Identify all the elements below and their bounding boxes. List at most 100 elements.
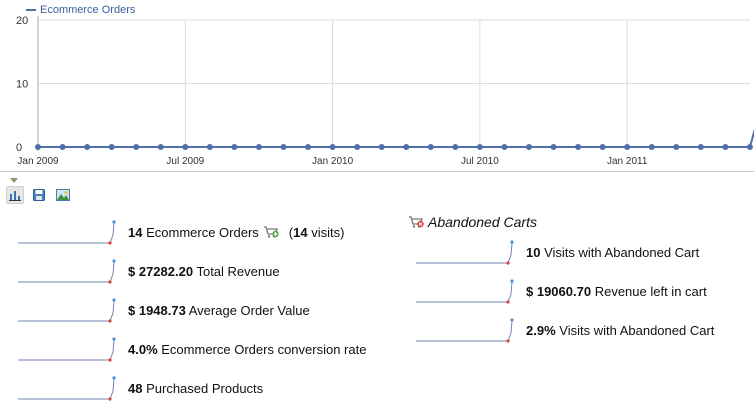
- sparkline-min-point: [108, 358, 112, 362]
- sparkline-path: [416, 242, 513, 264]
- data-point: [231, 144, 238, 150]
- x-tick-label: Jan 2010: [312, 156, 354, 167]
- sparkline[interactable]: [18, 258, 118, 284]
- metric-revenue-left-text: $ 19060.70 Revenue left in cart: [526, 284, 707, 299]
- data-point: [378, 144, 385, 150]
- chart-toolbar: [6, 186, 72, 204]
- data-point: [550, 144, 557, 150]
- metric-conversion-rate: 4.0% Ecommerce Orders conversion rate: [18, 336, 366, 362]
- metric-label: Purchased Products: [146, 380, 264, 396]
- sparkline-path: [18, 222, 115, 244]
- metric-value: $ 1948.73: [128, 302, 186, 318]
- sparkline-path: [416, 320, 513, 342]
- x-tick-label: Jan 2011: [607, 156, 648, 167]
- chart-plot: 0 10 20 Jan 2009 Jul 2009 Jan 2010 Jul 2010 Jan…: [0, 15, 754, 172]
- sparkline-min-point: [108, 397, 112, 401]
- metric-value: 2.9%: [526, 322, 556, 338]
- sparkline-max-point: [510, 279, 514, 283]
- metric-value: 4.0%: [128, 341, 158, 357]
- data-point: [108, 144, 115, 150]
- data-point: [624, 144, 631, 150]
- sparkline-max-point: [112, 376, 116, 380]
- abandoned-carts-heading: Abandoned Carts: [408, 214, 537, 230]
- data-point: [452, 144, 459, 150]
- x-tick-label: Jan 2009: [17, 156, 59, 167]
- sparkline[interactable]: [416, 317, 516, 343]
- metric-products-text: 48 Purchased Products: [128, 381, 263, 396]
- sparkline-max-point: [112, 220, 116, 224]
- data-point: [59, 144, 66, 150]
- chart-legend[interactable]: Ecommerce Orders: [26, 4, 135, 16]
- data-point: [354, 144, 361, 150]
- data-point: [206, 144, 213, 150]
- data-point: [255, 144, 262, 150]
- metric-revenue: $ 27282.20 Total Revenue: [18, 258, 280, 284]
- metric-label: Total Revenue: [196, 263, 280, 279]
- visits-value: 14: [293, 224, 308, 240]
- image-icon: [56, 189, 70, 201]
- chart-divider-arrow: [10, 178, 18, 183]
- evolution-chart: Ecommerce Orders 0 10 20 Jan 2009 Jul 2009 Ja…: [0, 0, 754, 172]
- metric-aov-text: $ 1948.73 Average Order Value: [128, 303, 310, 318]
- metric-abandoned-rate-text: 2.9% Visits with Abandoned Cart: [526, 323, 714, 338]
- sparkline-path: [18, 339, 115, 361]
- sparkline-path: [18, 378, 115, 400]
- metric-label: Revenue left in cart: [594, 283, 707, 299]
- legend-label: Ecommerce Orders: [40, 4, 136, 16]
- metric-abandoned-visits: 10 Visits with Abandoned Cart: [416, 239, 699, 265]
- sparkline-max-point: [112, 298, 116, 302]
- sparkline-max-point: [510, 240, 514, 244]
- data-point: [722, 144, 729, 150]
- sparkline-min-point: [108, 280, 112, 284]
- metric-label: Ecommerce Orders: [146, 224, 259, 240]
- data-point: [157, 144, 164, 150]
- metric-value: 14: [128, 224, 143, 240]
- bar-chart-button[interactable]: [6, 186, 24, 204]
- metric-label: Ecommerce Orders conversion rate: [161, 341, 367, 357]
- sparkline[interactable]: [18, 336, 118, 362]
- data-point: [526, 144, 532, 150]
- data-point: [648, 144, 655, 150]
- image-export-button[interactable]: [54, 186, 72, 204]
- data-point: [84, 144, 91, 150]
- sparkline-max-point: [112, 259, 116, 263]
- metric-value: 10: [526, 244, 541, 260]
- sparkline[interactable]: [18, 375, 118, 401]
- cart-add-icon: [263, 226, 279, 238]
- data-point: [697, 144, 704, 150]
- y-tick-label: 20: [16, 15, 28, 27]
- metric-label: Visits with Abandoned Cart: [559, 322, 715, 338]
- data-point: [280, 144, 287, 150]
- sparkline[interactable]: [18, 297, 118, 323]
- save-icon: [33, 189, 45, 201]
- metric-average-order-value: $ 1948.73 Average Order Value: [18, 297, 310, 323]
- x-tick-label: Jul 2010: [461, 156, 499, 167]
- metric-label: Visits with Abandoned Cart: [544, 244, 700, 260]
- sparkline-max-point: [510, 318, 514, 322]
- data-point: [673, 144, 680, 150]
- metric-value: $ 27282.20: [128, 263, 194, 279]
- sparkline[interactable]: [416, 239, 516, 265]
- abandoned-carts-title: Abandoned Carts: [428, 214, 537, 230]
- data-point: [476, 144, 483, 150]
- sparkline[interactable]: [416, 278, 516, 304]
- metric-revenue-text: $ 27282.20 Total Revenue: [128, 264, 280, 279]
- sparkline-path: [18, 261, 115, 283]
- export-button[interactable]: [30, 186, 48, 204]
- metric-revenue-left-in-cart: $ 19060.70 Revenue left in cart: [416, 278, 707, 304]
- data-point: [599, 144, 606, 150]
- sparkline-min-point: [506, 339, 510, 343]
- metric-abandoned-rate: 2.9% Visits with Abandoned Cart: [416, 317, 714, 343]
- sparkline[interactable]: [18, 219, 118, 245]
- legend-swatch: [26, 9, 36, 11]
- data-point: [133, 144, 140, 150]
- data-point: [575, 144, 582, 150]
- sparkline-min-point: [506, 300, 510, 304]
- sparkline-path: [416, 281, 513, 303]
- data-point: [305, 144, 312, 150]
- x-tick-label: Jul 2009: [166, 156, 204, 167]
- y-tick-label: 0: [16, 142, 22, 154]
- metric-purchased-products: 48 Purchased Products: [18, 375, 263, 401]
- data-point: [427, 144, 434, 150]
- data-point: [329, 144, 336, 150]
